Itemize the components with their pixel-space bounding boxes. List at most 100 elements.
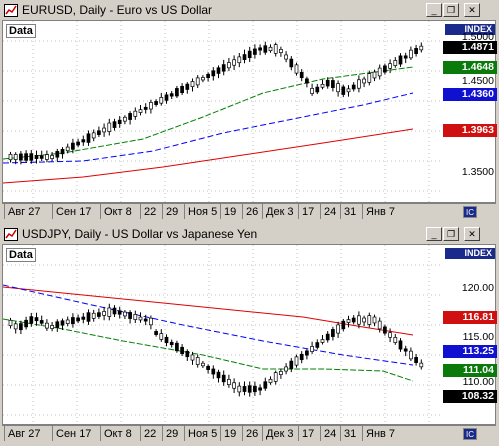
candle-body xyxy=(232,382,236,389)
candle-body xyxy=(19,323,23,331)
candle-body xyxy=(107,307,112,317)
restore-button[interactable]: ❐ xyxy=(443,3,459,17)
moving-average-line xyxy=(3,318,414,382)
time-axis-label: Сен 17 xyxy=(56,428,92,440)
time-axis-label: Дек 3 xyxy=(266,206,294,218)
candle-body xyxy=(185,350,190,358)
candle-body xyxy=(201,362,205,367)
close-button[interactable]: ✕ xyxy=(464,227,480,241)
candle-body xyxy=(320,83,325,88)
price-scale-label: 1.4500 xyxy=(461,75,494,87)
candle-body xyxy=(65,319,70,324)
candle-body xyxy=(419,45,424,51)
candle-body xyxy=(377,320,382,330)
time-axis-label: Дек 3 xyxy=(266,428,294,440)
eurusd-titlebar[interactable]: EURUSD, Daily - Euro vs US Dollar _ ❐ ✕ xyxy=(2,2,497,19)
candle-body xyxy=(65,146,70,152)
candle-body xyxy=(221,374,226,383)
candle-body xyxy=(76,141,80,146)
price-marker-green: 111.04 xyxy=(443,364,497,377)
candle-body xyxy=(325,79,330,87)
time-axis-tick xyxy=(220,204,221,219)
candle-body xyxy=(263,381,268,389)
eurusd-chart-window[interactable]: EURUSD, Daily - Euro vs US Dollar _ ❐ ✕ … xyxy=(0,0,499,222)
candle-body xyxy=(362,317,366,323)
candle-body xyxy=(107,122,112,132)
usdjpy-titlebar[interactable]: USDJPY, Daily - US Dollar vs Japanese Ye… xyxy=(2,226,497,243)
time-axis-label: Авг 27 xyxy=(8,206,41,218)
candle-body xyxy=(164,336,169,344)
candle-body xyxy=(305,78,309,84)
usdjpy-plot-area[interactable]: Data INDEX 120.00 116.81 115.00 113.25 111.0… xyxy=(2,244,497,425)
candle-body xyxy=(24,153,28,161)
candle-body xyxy=(336,324,340,334)
time-axis-label: Ноя 5 xyxy=(188,206,218,218)
candle-body xyxy=(341,86,346,95)
candle-body xyxy=(180,346,184,355)
indicator-settings-button[interactable]: IC xyxy=(463,428,477,440)
candle-body xyxy=(383,326,387,334)
index-label: INDEX xyxy=(445,248,495,259)
candle-body xyxy=(169,341,174,346)
candle-body xyxy=(263,45,268,53)
candle-body xyxy=(299,71,304,79)
candle-body xyxy=(169,93,174,97)
data-label: Data xyxy=(6,24,36,38)
time-axis-tick xyxy=(340,204,341,219)
candle-body xyxy=(227,379,231,385)
moving-average-line xyxy=(3,66,414,160)
candle-body xyxy=(195,357,200,365)
time-axis-label: Сен 17 xyxy=(56,206,92,218)
candle-body xyxy=(247,385,252,393)
time-axis-label: Окт 8 xyxy=(104,428,132,440)
usdjpy-time-axis: Авг 27 Сен 17 Окт 8 22 29 Ноя 5 19 26 Дек 3 17 24 3… xyxy=(2,425,496,442)
restore-button[interactable]: ❐ xyxy=(443,227,459,241)
candle-body xyxy=(310,346,314,352)
candle-body xyxy=(279,49,283,53)
candle-body xyxy=(180,85,184,94)
candle-body xyxy=(76,317,80,322)
moving-average-line xyxy=(3,284,414,366)
candle-body xyxy=(393,60,398,66)
candle-body xyxy=(45,322,49,329)
index-label: INDEX xyxy=(445,24,495,35)
candle-body xyxy=(112,307,117,315)
candle-body xyxy=(403,55,408,59)
candle-body xyxy=(419,362,424,368)
price-scale-label: 1.5000 xyxy=(461,31,494,43)
time-axis-tick xyxy=(298,426,299,441)
time-axis-tick xyxy=(184,204,185,219)
candle-body xyxy=(211,368,216,375)
candle-body xyxy=(377,67,382,77)
close-button[interactable]: ✕ xyxy=(464,3,480,17)
candle-body xyxy=(237,385,242,393)
candle-body xyxy=(50,155,54,159)
time-axis-tick xyxy=(340,426,341,441)
candle-body xyxy=(128,312,132,319)
usdjpy-candles xyxy=(3,245,443,424)
time-axis-label: Янв 7 xyxy=(366,206,396,218)
eurusd-plot-area[interactable]: Data INDEX 1.5000 1.4871 1.4648 1.4500 1.436… xyxy=(2,20,497,203)
candle-body xyxy=(29,153,34,161)
time-axis-tick xyxy=(220,426,221,441)
minimize-button[interactable]: _ xyxy=(426,3,442,17)
time-axis-tick xyxy=(52,426,53,441)
minimize-button[interactable]: _ xyxy=(426,227,442,241)
candle-body xyxy=(55,151,60,158)
price-scale-label: 115.00 xyxy=(462,331,494,343)
candle-body xyxy=(331,80,335,88)
candle-body xyxy=(71,317,75,325)
candle-body xyxy=(383,65,387,73)
candle-body xyxy=(273,372,278,382)
time-axis-label: Авг 27 xyxy=(8,428,41,440)
time-axis-label: 22 xyxy=(144,428,157,440)
time-axis-label: Ноя 5 xyxy=(188,428,218,440)
candle-body xyxy=(29,316,34,324)
usdjpy-chart-window[interactable]: USDJPY, Daily - US Dollar vs Japanese Ye… xyxy=(0,224,499,446)
candle-body xyxy=(388,63,392,69)
candle-body xyxy=(216,67,221,74)
candle-body xyxy=(60,149,65,155)
candle-body xyxy=(305,350,309,356)
indicator-settings-button[interactable]: IC xyxy=(463,206,477,218)
candle-body xyxy=(60,320,65,326)
